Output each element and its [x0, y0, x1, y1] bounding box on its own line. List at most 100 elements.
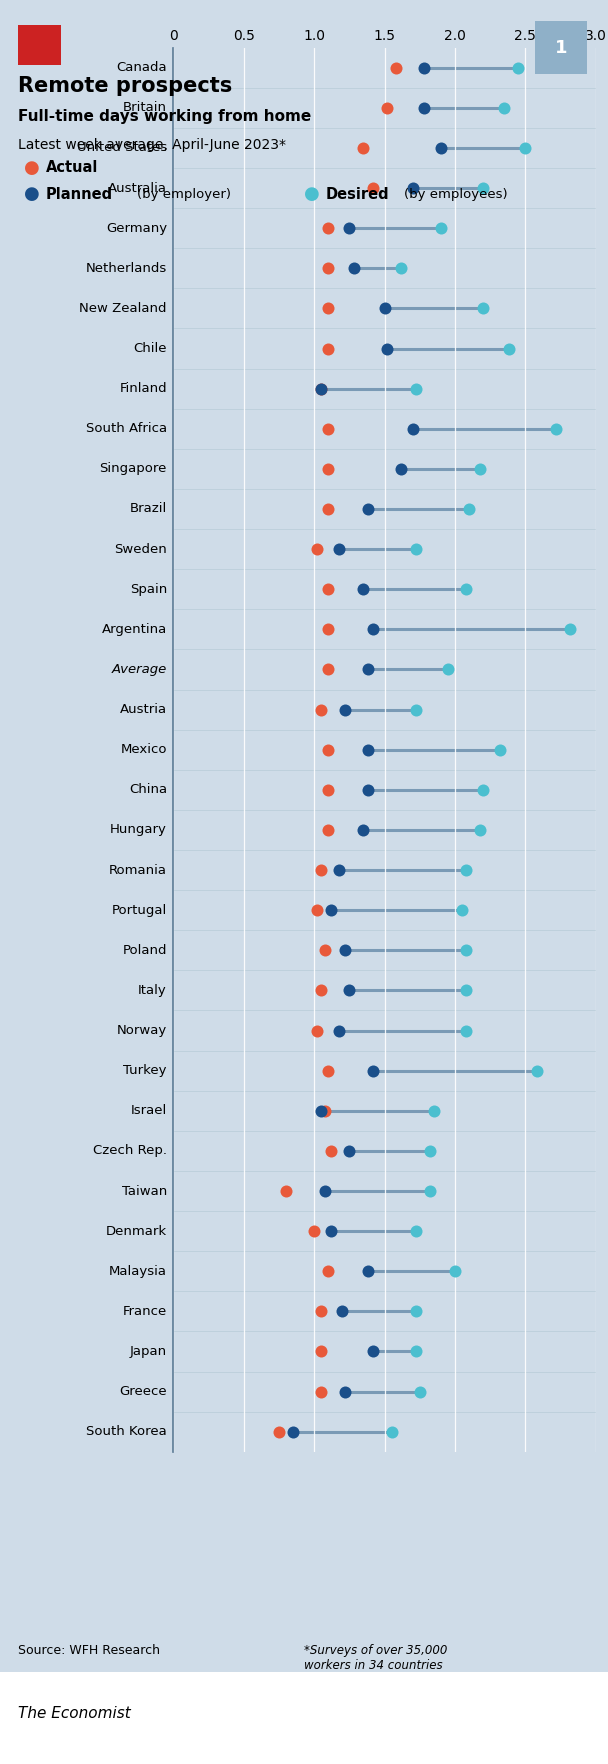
Point [316, 374, 326, 402]
Text: (by employer): (by employer) [137, 187, 231, 201]
Point [323, 575, 333, 603]
Point [312, 534, 322, 563]
Point [368, 175, 378, 203]
Point [410, 534, 420, 563]
Text: Source: WFH Research: Source: WFH Research [18, 1644, 161, 1656]
Point [429, 1097, 439, 1125]
Point [415, 1378, 424, 1406]
Point [359, 134, 368, 162]
Point [450, 1258, 460, 1286]
Text: Czech Rep.: Czech Rep. [93, 1145, 167, 1157]
Point [316, 1337, 326, 1365]
Text: Greece: Greece [119, 1385, 167, 1399]
Point [475, 455, 485, 483]
Point [443, 656, 453, 684]
Point [495, 736, 505, 764]
Point [461, 575, 471, 603]
Point [323, 496, 333, 524]
Text: Remote prospects: Remote prospects [18, 76, 232, 95]
Point [312, 1016, 322, 1044]
Text: Canada: Canada [116, 62, 167, 74]
Point [345, 975, 354, 1004]
Text: (by employees): (by employees) [404, 187, 508, 201]
Point [359, 575, 368, 603]
Point [323, 1057, 333, 1085]
Text: Full-time days working from home: Full-time days working from home [18, 109, 311, 125]
Point [316, 1378, 326, 1406]
Text: Italy: Italy [138, 984, 167, 997]
Text: Desired: Desired [325, 187, 389, 201]
Point [419, 93, 429, 122]
Point [312, 896, 322, 924]
Point [323, 616, 333, 644]
Point [410, 1297, 420, 1325]
Point [408, 175, 418, 203]
Text: ●: ● [304, 185, 320, 203]
Text: Britain: Britain [123, 101, 167, 115]
Point [478, 776, 488, 804]
Point [288, 1418, 298, 1446]
Point [551, 415, 561, 443]
Text: Australia: Australia [108, 182, 167, 194]
Text: China: China [129, 783, 167, 796]
Point [499, 93, 509, 122]
Text: Sweden: Sweden [114, 543, 167, 556]
Point [340, 937, 350, 965]
Text: Romania: Romania [109, 864, 167, 877]
Point [379, 295, 389, 323]
Point [408, 415, 418, 443]
Text: Netherlands: Netherlands [86, 261, 167, 275]
Text: Brazil: Brazil [130, 503, 167, 515]
Point [323, 415, 333, 443]
Point [410, 1217, 420, 1245]
Point [316, 1297, 326, 1325]
Point [326, 1217, 336, 1245]
Point [410, 374, 420, 402]
Point [520, 134, 530, 162]
Point [419, 53, 429, 81]
Point [410, 1337, 420, 1365]
Point [503, 335, 513, 363]
Point [316, 695, 326, 723]
Point [334, 856, 344, 884]
Text: Denmark: Denmark [106, 1224, 167, 1238]
Point [323, 213, 333, 242]
Text: ●: ● [24, 185, 40, 203]
Point [323, 335, 333, 363]
Point [323, 1258, 333, 1286]
Point [334, 1016, 344, 1044]
Point [363, 1258, 373, 1286]
Point [363, 656, 373, 684]
Text: Hungary: Hungary [110, 824, 167, 836]
Point [363, 496, 373, 524]
Point [337, 1297, 347, 1325]
Point [363, 776, 373, 804]
Text: Chile: Chile [133, 342, 167, 355]
Point [326, 896, 336, 924]
Text: Portugal: Portugal [112, 903, 167, 917]
Text: Spain: Spain [130, 582, 167, 596]
Text: South Africa: South Africa [86, 422, 167, 436]
Point [323, 776, 333, 804]
Text: Malaysia: Malaysia [109, 1265, 167, 1277]
Text: Mexico: Mexico [120, 743, 167, 757]
Point [309, 1217, 319, 1245]
Text: The Economist: The Economist [18, 1706, 131, 1722]
Point [316, 1097, 326, 1125]
Point [340, 1378, 350, 1406]
Point [368, 616, 378, 644]
Text: Singapore: Singapore [100, 462, 167, 475]
Text: Finland: Finland [119, 383, 167, 395]
Point [334, 534, 344, 563]
Point [368, 1337, 378, 1365]
Point [323, 254, 333, 282]
Point [396, 254, 406, 282]
Point [461, 937, 471, 965]
Point [340, 695, 350, 723]
Text: Norway: Norway [117, 1025, 167, 1037]
Text: Average: Average [112, 663, 167, 676]
Point [363, 736, 373, 764]
Point [391, 53, 401, 81]
Point [359, 815, 368, 843]
Point [323, 815, 333, 843]
